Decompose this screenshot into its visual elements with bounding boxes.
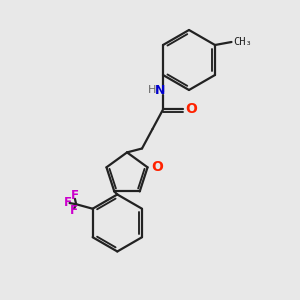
Text: F: F bbox=[64, 196, 72, 209]
Text: CH₃: CH₃ bbox=[234, 37, 252, 47]
Text: O: O bbox=[151, 160, 163, 174]
Text: N: N bbox=[155, 84, 165, 98]
Text: H: H bbox=[147, 85, 156, 95]
Text: O: O bbox=[185, 103, 197, 116]
Text: F: F bbox=[70, 189, 79, 202]
Text: F: F bbox=[70, 204, 78, 217]
